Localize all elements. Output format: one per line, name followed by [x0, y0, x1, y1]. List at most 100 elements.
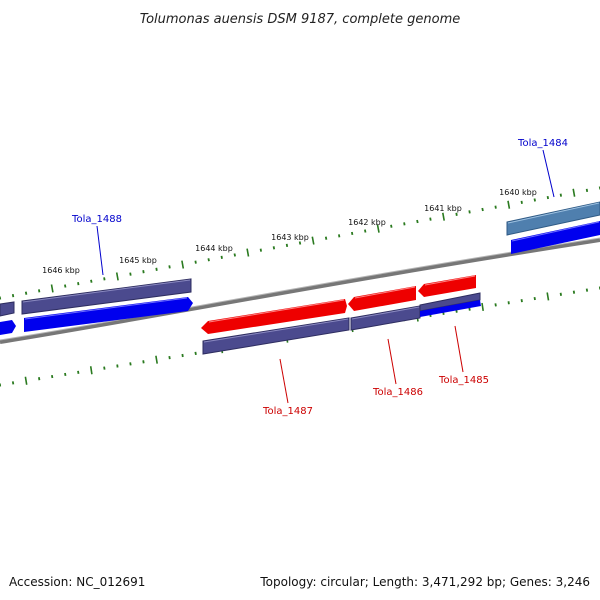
minor-tick	[38, 289, 41, 293]
major-tick	[181, 260, 185, 269]
minor-tick	[220, 255, 223, 259]
forward-strand-features	[0, 201, 600, 335]
cds-tola-1488-blue[interactable]	[24, 297, 193, 332]
cds-tola-1488[interactable]	[21, 278, 192, 315]
minor-tick	[38, 377, 41, 381]
minor-tick	[207, 258, 210, 262]
cds-tola-1487[interactable]	[201, 299, 347, 334]
cds-tola-1485[interactable]	[418, 275, 476, 297]
minor-tick	[24, 291, 28, 295]
minor-tick	[90, 279, 93, 283]
major-tick	[442, 212, 445, 221]
cds-tola-1485-blue[interactable]	[420, 300, 481, 317]
minor-tick	[11, 381, 15, 385]
cds-tola-1484[interactable]	[506, 201, 600, 236]
cds-tola-1484-blue[interactable]	[511, 221, 600, 254]
gene-label-tola-1485[interactable]: Tola_1485	[438, 375, 489, 386]
major-tick	[507, 200, 511, 209]
kbp-scale: 1646 kbp 1645 kbp 1644 kbp 1643 kbp 1642…	[42, 188, 537, 275]
kbp-label: 1640 kbp	[499, 188, 537, 197]
gene-label-tola-1484[interactable]: Tola_1484	[517, 138, 568, 149]
minor-tick	[155, 267, 158, 271]
genome-backbone	[0, 238, 600, 344]
major-tick	[115, 272, 119, 281]
minor-tick	[403, 222, 406, 226]
minor-tick	[429, 217, 432, 221]
minor-tick	[11, 293, 15, 298]
minor-tick	[77, 370, 80, 374]
kbp-label: 1642 kbp	[348, 218, 386, 227]
minor-tick	[272, 246, 276, 250]
cds-tola-1486-purple[interactable]	[350, 305, 421, 331]
minor-tick	[364, 229, 367, 233]
minor-tick	[338, 234, 341, 238]
minor-tick	[142, 360, 145, 364]
major-tick	[155, 355, 158, 364]
minor-tick	[64, 284, 67, 288]
minor-tick	[259, 248, 262, 252]
minor-tick	[194, 351, 197, 356]
minor-tick	[546, 195, 549, 200]
major-tick	[246, 248, 250, 257]
minor-tick	[77, 282, 80, 286]
minor-tick	[64, 372, 67, 377]
minor-tick	[298, 241, 302, 245]
genome-stats: Topology: circular; Length: 3,471,292 bp…	[259, 575, 590, 589]
major-tick	[89, 366, 93, 375]
minor-tick	[351, 231, 354, 236]
major-tick	[311, 236, 315, 245]
minor-tick	[103, 277, 106, 281]
cds-tola-1487-purple[interactable]	[202, 317, 350, 355]
minor-tick	[233, 253, 236, 257]
minor-tick	[51, 374, 54, 379]
gene-label-tola-1487[interactable]: Tola_1487	[262, 406, 313, 417]
minor-tick	[572, 290, 576, 294]
accession: Accession: NC_012691	[9, 575, 145, 589]
minor-tick	[533, 296, 536, 301]
reverse-strand-features	[201, 275, 481, 355]
outer-tick-ring	[0, 186, 600, 300]
minor-tick	[520, 200, 523, 204]
gene-label-tola-1486[interactable]: Tola_1486	[372, 387, 423, 398]
minor-tick	[103, 366, 106, 370]
kbp-label: 1644 kbp	[195, 244, 233, 253]
minor-tick	[324, 236, 328, 240]
kbp-label: 1646 kbp	[42, 266, 80, 275]
kbp-label: 1641 kbp	[424, 204, 462, 213]
minor-tick	[168, 265, 171, 269]
kbp-label: 1645 kbp	[119, 256, 157, 265]
major-tick	[572, 188, 576, 197]
major-tick	[50, 284, 54, 293]
minor-tick	[390, 224, 393, 228]
minor-tick	[168, 355, 171, 360]
minor-tick	[559, 292, 562, 296]
cds-blue-fragment[interactable]	[0, 320, 16, 335]
cds-purple-fragment[interactable]	[0, 301, 15, 317]
minor-tick	[494, 303, 497, 307]
minor-tick	[585, 188, 589, 193]
minor-tick	[129, 362, 132, 366]
minor-tick	[416, 219, 419, 224]
label-leaders	[96, 149, 555, 404]
major-tick	[24, 376, 28, 385]
cds-tola-1486[interactable]	[348, 286, 416, 311]
minor-tick	[585, 288, 589, 292]
major-tick	[546, 292, 550, 301]
gene-labels: Tola_1488 Tola_1484 Tola_1487 Tola_1486 …	[71, 138, 568, 417]
minor-tick	[455, 212, 458, 216]
minor-tick	[285, 243, 289, 248]
minor-tick	[142, 270, 145, 274]
minor-tick	[468, 307, 471, 311]
minor-tick	[520, 299, 523, 303]
minor-tick	[559, 193, 562, 197]
minor-tick	[194, 260, 197, 264]
major-tick	[376, 224, 380, 233]
minor-tick	[468, 210, 471, 214]
minor-tick	[129, 272, 132, 276]
kbp-label: 1643 kbp	[271, 233, 309, 242]
minor-tick	[481, 207, 484, 212]
map-title: Tolumonas auensis DSM 9187, complete gen…	[140, 12, 461, 27]
gene-label-tola-1488[interactable]: Tola_1488	[71, 214, 122, 225]
major-tick	[481, 302, 484, 312]
